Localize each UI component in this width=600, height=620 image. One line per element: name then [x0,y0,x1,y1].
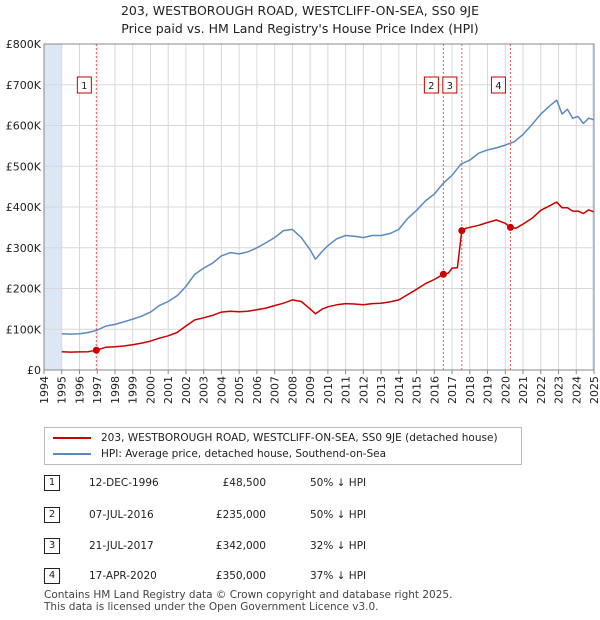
transaction-num: 4 [44,568,60,584]
transaction-hpi: 32% ↓ HPI [310,540,367,552]
legend: 203, WESTBOROUGH ROAD, WESTCLIFF-ON-SEA,… [44,427,522,465]
x-tick-label: 2005 [233,376,246,404]
x-tick-label: 1997 [91,376,104,404]
transaction-date: 17-APR-2020 [89,570,157,582]
x-tick-label: 2004 [215,376,228,404]
x-tick-label: 2007 [269,376,282,404]
x-tick-label: 2016 [428,376,441,404]
x-tick-label: 2001 [162,376,175,404]
transaction-price: £350,000 [215,570,266,582]
legend-item-property: 203, WESTBOROUGH ROAD, WESTCLIFF-ON-SEA,… [53,430,498,446]
transaction-date: 07-JUL-2016 [89,509,154,521]
sale-marker-label: 2 [428,81,434,92]
y-tick-label: £200K [6,283,42,296]
chart-title-line1: 203, WESTBOROUGH ROAD, WESTCLIFF-ON-SEA,… [120,3,480,18]
x-tick-label: 2018 [464,376,477,404]
legend-label-hpi: HPI: Average price, detached house, Sout… [101,448,387,460]
price-chart: £0 £100K £200K £300K £400K £500K £600K £700K £80… [6,38,600,404]
x-tick-label: 2014 [393,376,406,404]
sale-marker-box [490,76,506,94]
x-tick-label: 2000 [144,376,157,404]
y-tick-label: £700K [6,79,42,92]
plot-area [43,43,595,371]
x-tick-label: 1995 [56,376,69,404]
transaction-price: £342,000 [215,540,266,552]
sale-point [506,223,514,231]
transaction-date: 21-JUL-2017 [89,540,154,552]
chart-title-line2: Price paid vs. HM Land Registry's House … [121,21,479,36]
x-tick-label: 2019 [482,376,495,404]
x-tick-label: 2003 [198,376,211,404]
x-tick-label: 2002 [180,376,193,404]
x-tick-label: 2023 [553,376,566,404]
sale-point [439,270,447,278]
sale-point [92,346,100,354]
x-tick-label: 2021 [517,376,530,404]
y-tick-label: £0 [27,364,41,377]
x-tick-label: 1999 [127,376,140,404]
transaction-num: 2 [44,507,60,523]
transaction-hpi: 50% ↓ HPI [310,477,367,489]
y-tick-label: £100K [6,323,42,336]
x-tick-label: 2012 [357,376,370,404]
legend-label-property: 203, WESTBOROUGH ROAD, WESTCLIFF-ON-SEA,… [101,432,498,444]
transaction-price: £48,500 [222,477,266,489]
property-price-line [61,201,595,353]
y-tick-label: £800K [6,38,42,51]
x-tick-label: 2025 [588,376,600,404]
y-tick-label: £500K [6,160,42,173]
attribution-line1: Contains HM Land Registry data © Crown c… [44,589,453,601]
y-tick-label: £400K [6,201,42,214]
x-tick-label: 2010 [322,376,335,404]
x-tick-label: 1994 [38,376,51,404]
sale-marker-label: 1 [81,81,87,92]
attribution: Contains HM Land Registry data © Crown c… [44,589,452,613]
legend-swatch-property [53,437,91,439]
sale-marker-label: 4 [495,81,501,92]
transaction-date: 12-DEC-1996 [89,477,159,489]
y-tick-label: £600K [6,120,42,133]
sale-marker-box [442,76,458,94]
sale-marker-box [423,76,439,94]
transaction-hpi: 50% ↓ HPI [310,509,367,521]
x-tick-label: 2009 [304,376,317,404]
x-tick-label: 2022 [535,376,548,404]
x-tick-label: 2015 [411,376,424,404]
hpi-line [61,99,595,335]
x-tick-label: 2020 [499,376,512,404]
x-tick-label: 2008 [286,376,299,404]
x-tick-label: 2006 [251,376,264,404]
transaction-num: 1 [44,475,60,491]
sale-marker-label: 3 [447,81,453,92]
y-tick-label: £300K [6,242,42,255]
x-tick-label: 2011 [340,376,353,404]
x-tick-label: 1998 [109,376,122,404]
legend-swatch-hpi [53,453,91,455]
transaction-num: 3 [44,538,60,554]
legend-item-hpi: HPI: Average price, detached house, Sout… [53,446,386,462]
transaction-price: £235,000 [215,509,266,521]
transaction-hpi: 37% ↓ HPI [310,570,367,582]
x-tick-label: 2017 [446,376,459,404]
sale-point [458,227,466,235]
x-tick-label: 2024 [570,376,583,404]
sale-marker-box [76,76,92,94]
x-tick-label: 1996 [73,376,86,404]
attribution-line2: This data is licensed under the Open Gov… [44,601,379,613]
x-tick-label: 2013 [375,376,388,404]
